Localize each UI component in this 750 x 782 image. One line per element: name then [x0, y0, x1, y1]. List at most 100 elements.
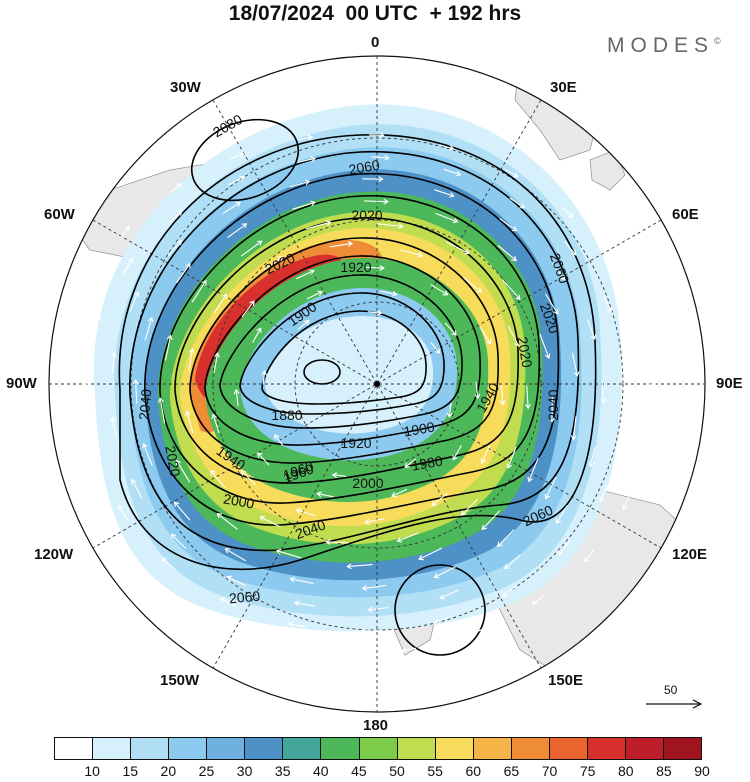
- colorbar-tick-label: 15: [122, 763, 139, 779]
- vector-reference-label: 50: [664, 683, 678, 697]
- wind-vector-arrow: [367, 309, 383, 316]
- contour-label: 1980: [410, 452, 444, 473]
- wind-vector-arrow: [571, 352, 580, 377]
- wind-vector-arrow: [228, 175, 246, 186]
- colorbar-tick-label: 90: [694, 763, 710, 779]
- colorbar-cell: [549, 738, 588, 759]
- wind-vector-arrow: [63, 336, 70, 353]
- wind-vector-arrow: [306, 290, 323, 300]
- contour-label: 2020: [351, 207, 382, 223]
- wind-vector-arrow: [219, 597, 237, 607]
- wind-vector-arrow: [637, 311, 645, 327]
- wind-vector-arrow: [380, 290, 398, 297]
- contour-label: 2060: [347, 156, 381, 177]
- wind-vector-arrow: [364, 518, 385, 525]
- wind-vector-arrow: [418, 547, 443, 561]
- wind-vector-arrow: [130, 478, 143, 498]
- wind-vector-arrow: [539, 333, 551, 359]
- contour-label: 1920: [340, 435, 371, 451]
- colorbar-tick-label: 60: [465, 763, 482, 779]
- wind-vector-arrow: [289, 576, 314, 584]
- colorbar-cell: [359, 738, 398, 759]
- wind-vector-arrow: [570, 416, 577, 441]
- colorbar-cell: [511, 738, 550, 759]
- wind-vector-arrow: [257, 452, 270, 466]
- wind-vector-arrow: [292, 200, 316, 210]
- wind-vector-arrow: [169, 183, 182, 194]
- colorbar-tick-label: 65: [503, 763, 520, 779]
- wind-speed-shading: [93, 104, 622, 632]
- wind-vector-arrow: [371, 154, 390, 161]
- wind-vector-arrow: [532, 594, 545, 605]
- wind-vector-arrow: [142, 442, 153, 466]
- wind-vector-arrow: [227, 223, 248, 239]
- colorbar-cell: [625, 738, 664, 759]
- wind-vector-arrow: [188, 347, 195, 372]
- wind-vector-arrow: [69, 461, 77, 477]
- colorbar-cell: [55, 738, 94, 759]
- height-contours: [118, 118, 597, 656]
- colorbar-cell: [93, 738, 132, 759]
- wind-vector-arrow: [364, 198, 389, 205]
- wind-vector-arrow: [226, 575, 246, 587]
- colorbar-tick-label: 10: [84, 763, 100, 779]
- wind-vector-arrow: [469, 628, 485, 636]
- wind-vector-arrow: [558, 540, 571, 556]
- wind-vector-arrow: [439, 144, 455, 151]
- wind-vector-arrow: [216, 513, 238, 530]
- wind-vector-arrow: [144, 316, 154, 341]
- colorbar-cell: [435, 738, 474, 759]
- wind-vector-arrow: [346, 563, 373, 570]
- south-pole-marker: [374, 381, 380, 387]
- wind-vector-arrow: [461, 498, 479, 516]
- colorbar-cell: [169, 738, 208, 759]
- wind-vector-arrow: [400, 249, 424, 258]
- wind-vector-arrow: [644, 435, 651, 452]
- wind-vector-arrow: [211, 413, 220, 434]
- wind-vector-arrow: [289, 179, 311, 188]
- wind-vector-arrow: [391, 488, 408, 498]
- wind-vector-arrow: [404, 458, 417, 468]
- wind-vector-arrow: [331, 472, 347, 479]
- wind-vector-arrow: [110, 416, 117, 438]
- contour-label: 2000: [222, 490, 256, 511]
- wind-vector-arrow: [173, 501, 191, 521]
- wind-vector-arrow: [275, 548, 302, 559]
- land-madagascar: [589, 149, 626, 191]
- wind-vector-arrow: [502, 279, 521, 301]
- lon-label-60w: 60W: [44, 206, 75, 223]
- wind-vector-arrow: [463, 277, 483, 293]
- contour-label: 1900: [402, 418, 436, 439]
- wind-vector-arrow: [210, 469, 226, 489]
- colorbar-cell: [473, 738, 512, 759]
- wind-vector-arrow: [90, 443, 98, 462]
- wind-vector-arrow: [445, 241, 470, 255]
- wind-vector-arrow: [497, 245, 517, 262]
- wind-vector-arrow: [367, 606, 389, 613]
- wind-vector-arrow: [161, 557, 176, 571]
- wind-vector-arrow: [295, 508, 316, 517]
- wind-vector-arrow: [233, 388, 240, 407]
- wind-vector-arrow: [446, 403, 453, 418]
- lon-label-120w: 120W: [34, 546, 74, 563]
- wind-vector-arrow: [213, 293, 227, 314]
- wind-vector-arrow: [527, 457, 539, 483]
- wind-vector-arrow: [305, 220, 332, 230]
- wind-vector-arrow: [296, 269, 315, 280]
- wind-vector-arrow: [82, 379, 89, 398]
- wind-vector-arrow: [599, 484, 608, 503]
- wind-vector-arrow: [176, 262, 191, 284]
- wind-vector-arrow: [622, 495, 630, 511]
- logo-text: MODES: [607, 34, 715, 57]
- wind-vector-arrow: [474, 381, 481, 400]
- wind-vector-arrow: [58, 399, 64, 415]
- wind-vector-arrow: [435, 212, 459, 224]
- colorbar-cell: [321, 738, 360, 759]
- wind-vector-arrow: [481, 510, 501, 531]
- wind-vector-arrow: [480, 444, 491, 464]
- wind-vector-arrow: [167, 239, 182, 257]
- wind-vector-arrow: [439, 589, 460, 600]
- wind-vector-arrow: [213, 352, 220, 373]
- wind-vector-arrow: [287, 621, 307, 628]
